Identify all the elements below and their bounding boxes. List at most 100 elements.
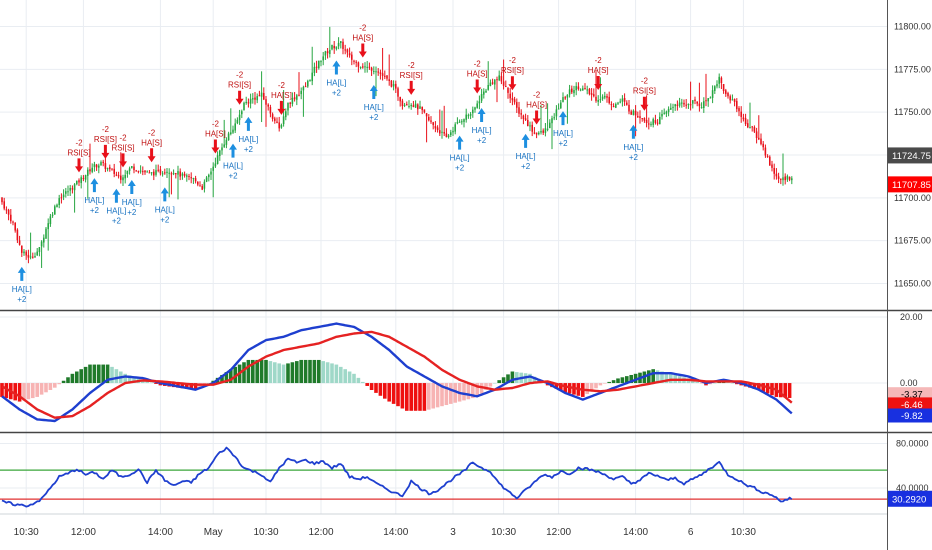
candle-body: [34, 256, 36, 258]
candle-body: [98, 165, 100, 168]
macd-histogram-bar: [290, 362, 295, 384]
time-axis[interactable]: 10:30 12:00 14:00 May 10:30 12:00 14:00 3 10:30 1…: [0, 513, 887, 538]
rsi-panel[interactable]: [0, 446, 887, 508]
candle-body: [626, 102, 628, 105]
candle-body: [258, 95, 261, 97]
candle-body: [197, 181, 199, 185]
macd-histogram-bar: [506, 374, 510, 384]
candle-body: [447, 135, 450, 138]
candle-body: [555, 109, 558, 117]
macd-histogram-bar: [435, 383, 440, 408]
candle-body: [425, 113, 428, 117]
buy-arrow-icon: [455, 135, 464, 150]
candle-body: [749, 127, 751, 129]
macd-histogram-bar: [616, 378, 620, 384]
candle-body: [683, 102, 685, 105]
macd-histogram-bar: [396, 383, 400, 407]
macd-histogram-bar: [497, 380, 501, 384]
candle-body: [106, 168, 109, 170]
candle-body: [771, 164, 773, 168]
candle-body: [601, 96, 604, 99]
candle-body: [43, 237, 45, 243]
candle-body: [531, 124, 533, 132]
macd-histogram-bar: [471, 383, 475, 399]
candle-body: [498, 75, 500, 81]
macd-histogram-bar: [79, 369, 83, 384]
candle-body: [373, 70, 375, 72]
macd-histogram-bar: [123, 373, 127, 384]
time-tick-label: 10:30: [14, 527, 39, 538]
candle-body: [214, 163, 217, 167]
candle-body: [648, 123, 650, 125]
buy-signal-score: +2: [369, 113, 379, 122]
candle-body: [516, 102, 518, 108]
macd-histogram-bar: [35, 383, 39, 397]
macd-histogram-bar: [391, 383, 396, 404]
candle-body: [641, 118, 643, 120]
macd-histogram-bar: [422, 383, 427, 411]
candle-body: [700, 107, 703, 109]
buy-arrow-icon: [629, 124, 638, 139]
macd-histogram-bar: [647, 370, 651, 384]
candle-body: [89, 169, 91, 172]
candle-body: [155, 170, 157, 175]
rsi-value-label: 30.2920: [892, 494, 926, 505]
candle-body: [289, 102, 291, 104]
sell-signal-label: RSI[S]: [67, 148, 90, 157]
candle-body: [406, 104, 408, 106]
candle-body: [705, 100, 707, 102]
macd-histogram-bar: [48, 383, 53, 390]
macd-histogram-bar: [13, 383, 17, 401]
sell-signal-score: -2: [474, 59, 482, 68]
macd-histogram-bar: [31, 383, 35, 399]
macd-histogram-bar: [273, 362, 277, 384]
candle-body: [489, 82, 492, 86]
candle-body: [150, 172, 153, 174]
candle-body: [219, 150, 221, 156]
panel-separators[interactable]: [0, 309, 932, 434]
macd-histogram-bar: [669, 373, 673, 384]
candle-body: [359, 67, 362, 69]
macd-histogram-bar: [374, 383, 378, 393]
candle-body: [285, 111, 287, 118]
price-tick-label: 11775.00: [894, 64, 931, 74]
candle-body: [782, 177, 784, 181]
candle-body: [164, 172, 166, 174]
candle-body: [12, 221, 14, 223]
candle-body: [14, 222, 16, 231]
macd-histogram-bar: [255, 359, 259, 384]
candle-body: [355, 61, 357, 63]
macd-histogram-bar: [295, 361, 299, 384]
candle-body: [714, 86, 716, 91]
candle-body: [124, 174, 126, 179]
macd-histogram-bar: [17, 383, 22, 402]
candle-body: [3, 201, 5, 209]
candle-body: [247, 102, 250, 104]
candle-body: [7, 209, 10, 215]
candle-body: [656, 122, 659, 124]
sell-signal-label: RSI[S]: [111, 143, 134, 152]
candle-body: [353, 60, 355, 62]
candle-body: [654, 120, 657, 123]
candle-body: [135, 170, 137, 172]
candle-body: [395, 83, 397, 89]
macd-histogram-bar: [585, 383, 589, 395]
rsi-tick-label: 80.0000: [896, 438, 929, 448]
candle-body: [60, 197, 63, 199]
macd-histogram-bar: [53, 383, 57, 388]
buy-signal-score: +2: [112, 217, 122, 226]
macd-histogram-bar: [57, 383, 61, 385]
macd-panel[interactable]: [0, 322, 793, 423]
macd-histogram-bar: [378, 383, 383, 396]
candle-body: [773, 167, 775, 174]
candle-body: [267, 104, 269, 107]
price-axis[interactable]: 11650.0011675.0011700.0011725.0011750.00…: [887, 0, 932, 550]
candle-body: [419, 106, 421, 109]
candle-body: [500, 76, 503, 82]
candle-body: [632, 110, 635, 115]
candle-body: [696, 101, 698, 104]
candle-body: [502, 81, 505, 86]
candle-body: [546, 128, 549, 130]
